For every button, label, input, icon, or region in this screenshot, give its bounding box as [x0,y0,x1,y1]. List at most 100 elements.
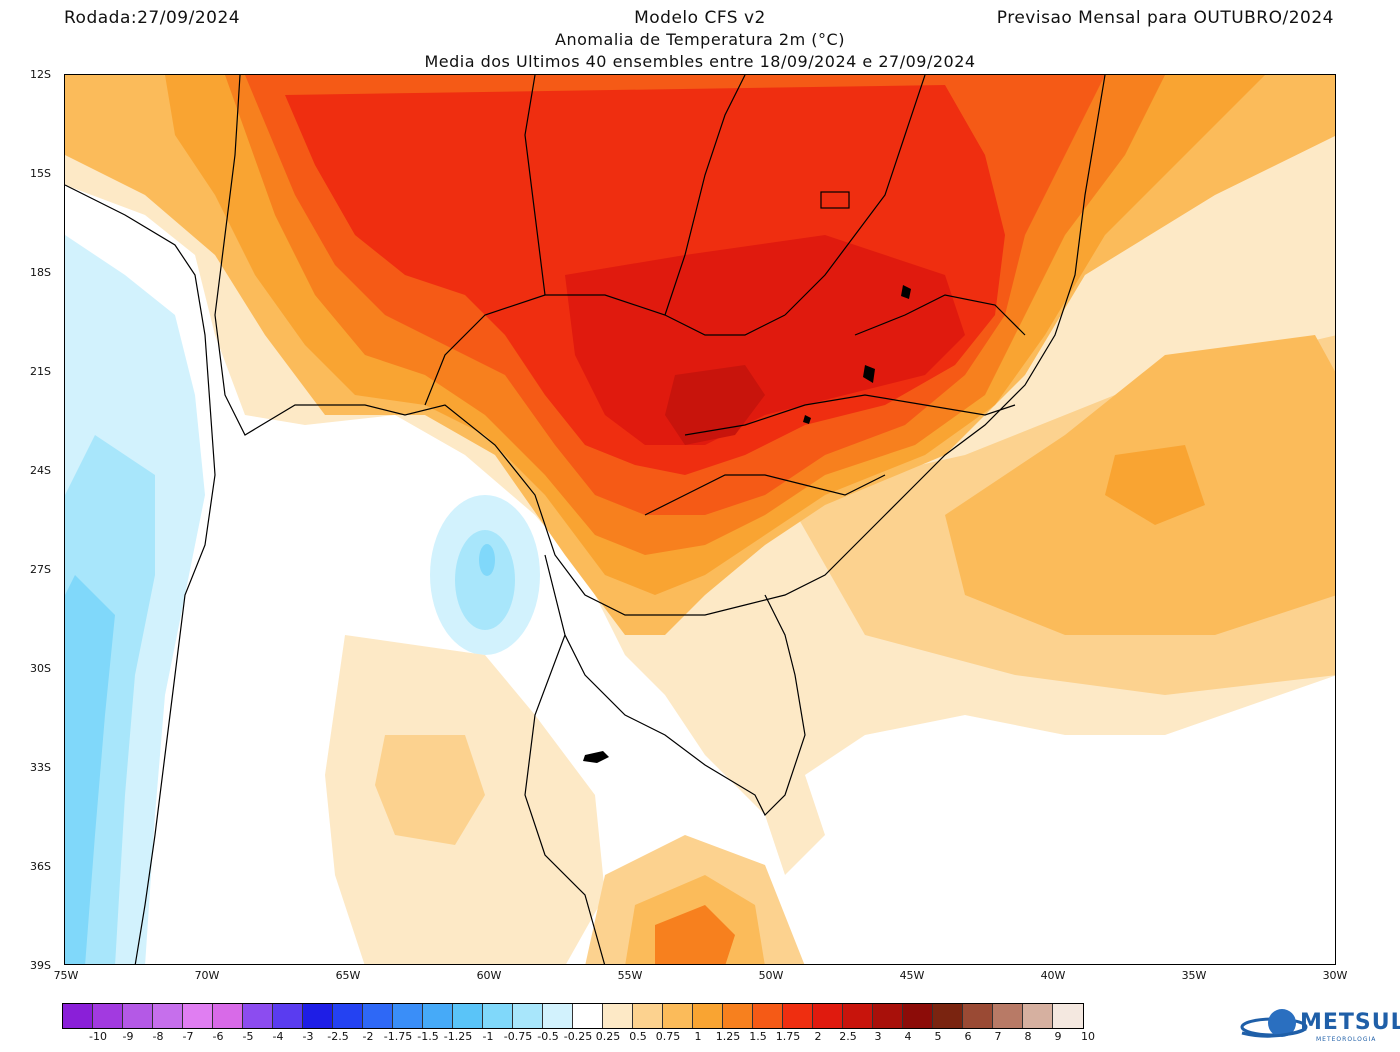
zone-darkred [665,365,765,445]
legend-tick-label: -1 [482,1030,494,1043]
legend-tick-label: -10 [89,1030,107,1043]
zone-blue-paraguay-core [479,544,495,576]
lon-label: 50W [758,969,784,982]
zone-blue-deep [65,575,115,964]
legend-swatch [603,1004,633,1028]
legend-swatch [1053,1004,1083,1028]
lat-label: 27S [30,563,51,576]
zone-orange-south-atl-3 [655,905,735,964]
lat-label: 15S [30,167,51,180]
legend-swatch [393,1004,423,1028]
legend-swatch [243,1004,273,1028]
legend-tick-label: -1.25 [443,1030,473,1043]
legend-swatch [693,1004,723,1028]
logo-name: METSUL [1300,1010,1400,1035]
legend-tick-label: 0.25 [595,1030,621,1043]
legend-tick-label: 1.5 [749,1030,767,1043]
legend-tick-label: 4 [904,1030,912,1043]
borders [65,75,1106,964]
lat-label: 39S [30,959,51,972]
legend-swatch [483,1004,513,1028]
lat-label: 18S [30,266,51,279]
legend-swatch [723,1004,753,1028]
legend-tick-label: 0.5 [629,1030,647,1043]
legend-swatch [273,1004,303,1028]
legend-swatch [843,1004,873,1028]
metsul-logo [1240,1009,1308,1038]
legend-tick-label: -0.25 [563,1030,593,1043]
legend-swatch [663,1004,693,1028]
legend-swatch [933,1004,963,1028]
lon-label: 70W [194,969,220,982]
legend-tick-label: -9 [122,1030,134,1043]
legend-swatch [63,1004,93,1028]
zone-orange-east-core [1105,445,1205,525]
legend-swatch [153,1004,183,1028]
legend-tick-label: -6 [212,1030,224,1043]
legend-swatch [363,1004,393,1028]
lon-label: 45W [899,969,925,982]
legend-swatch [1023,1004,1053,1028]
legend-tick-label: 3 [874,1030,882,1043]
legend-tick-label: -5 [242,1030,254,1043]
legend-tick-label: 1.75 [775,1030,801,1043]
legend-tick-label: -8 [152,1030,164,1043]
legend-tick-label: 10 [1081,1030,1095,1043]
legend-swatch [333,1004,363,1028]
legend-tick-label: -1.75 [383,1030,413,1043]
forecast-title: Previsao Mensal para OUTUBRO/2024 [996,8,1334,28]
legend-swatch [423,1004,453,1028]
anomaly-map-svg [65,75,1335,964]
legend-tick-label: 8 [1024,1030,1032,1043]
lat-label: 24S [30,464,51,477]
lon-label: 55W [617,969,643,982]
legend-swatch [813,1004,843,1028]
legend-swatch [903,1004,933,1028]
legend-swatch [213,1004,243,1028]
legend-tick-label: 1 [694,1030,702,1043]
legend-tick-label: -1.5 [417,1030,439,1043]
legend-tick-label: 7 [994,1030,1002,1043]
lat-label: 36S [30,860,51,873]
legend-tick-label: 1.25 [715,1030,741,1043]
legend-swatch [453,1004,483,1028]
legend-tick-label: 5 [934,1030,942,1043]
legend-tick-label: 6 [964,1030,972,1043]
ensemble-subtitle: Media dos Ultimos 40 ensembles entre 18/… [424,52,976,71]
zone-red-2 [565,235,965,445]
legend-swatch [513,1004,543,1028]
legend-tick-label: 0.75 [655,1030,681,1043]
legend-tick-label: 2 [814,1030,822,1043]
lon-label: 30W [1322,969,1348,982]
legend-swatch [783,1004,813,1028]
state-box [820,191,850,209]
legend-tick-label: -4 [272,1030,284,1043]
zone-blue-paraguay-inner [455,530,515,630]
legend-swatch [993,1004,1023,1028]
legend-swatch [573,1004,603,1028]
legend-swatch [963,1004,993,1028]
legend-tick-label: -2 [362,1030,374,1043]
legend-tick-label: -0.5 [537,1030,559,1043]
legend-tick-label: -2.5 [327,1030,349,1043]
lakes [583,285,911,763]
anomaly-map [64,74,1336,965]
logo-sub: METEOROLOGIA [1316,1036,1377,1043]
lon-label: 75W [53,969,79,982]
legend-tick-label: -3 [302,1030,314,1043]
color-legend [62,1003,1084,1029]
legend-tick-label: -0.75 [503,1030,533,1043]
legend-swatch [123,1004,153,1028]
lon-label: 40W [1040,969,1066,982]
lat-label: 21S [30,365,51,378]
lon-label: 65W [335,969,361,982]
variable-title: Anomalia de Temperatura 2m (°C) [555,30,845,49]
legend-tick-label: 9 [1054,1030,1062,1043]
lat-label: 12S [30,68,51,81]
legend-tick-label: 2.5 [839,1030,857,1043]
zone-orange-blob-south [375,735,485,845]
legend-swatch [303,1004,333,1028]
model-title: Modelo CFS v2 [634,8,766,28]
legend-swatch [543,1004,573,1028]
lon-label: 60W [476,969,502,982]
